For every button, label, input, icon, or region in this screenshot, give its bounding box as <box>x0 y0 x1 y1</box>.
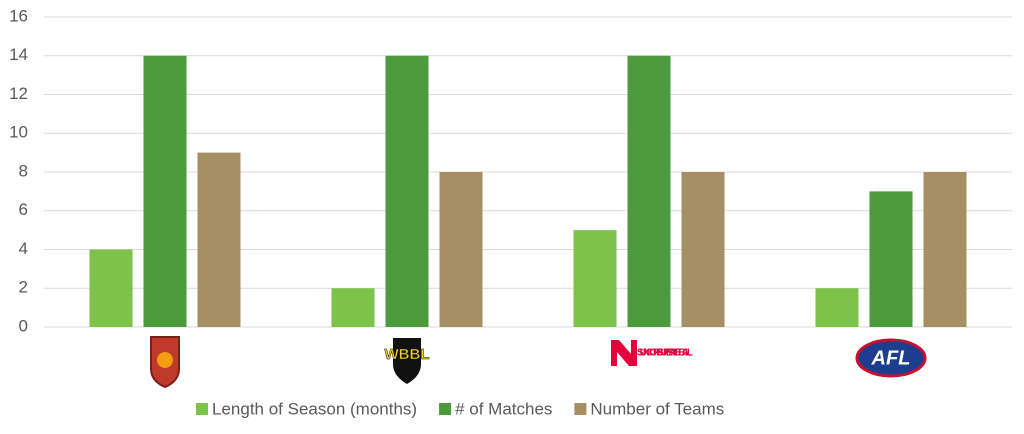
bar <box>331 288 375 327</box>
y-tick-label: 2 <box>19 278 28 297</box>
category-logo: WBBL <box>384 338 430 384</box>
legend-swatch <box>439 403 452 415</box>
logo-ball <box>157 352 173 368</box>
bar <box>385 55 429 327</box>
bar <box>923 172 967 327</box>
x-tick-label: SUNCORP SUPER NETBALL <box>637 348 693 359</box>
logo-oval <box>855 338 927 378</box>
legend-label: # of Matches <box>455 399 552 418</box>
y-tick-label: 16 <box>9 6 28 25</box>
bar <box>815 288 859 327</box>
y-tick-label: 10 <box>9 123 28 142</box>
logo-shield <box>393 338 421 384</box>
category-logo: AFL <box>855 338 927 378</box>
bar <box>439 172 483 327</box>
legend-label: Length of Season (months) <box>212 399 417 418</box>
y-tick-label: 0 <box>19 316 28 335</box>
bar <box>197 152 241 327</box>
bar <box>89 249 133 327</box>
y-tick-label: 6 <box>19 200 28 219</box>
bar <box>143 55 187 327</box>
bar <box>573 230 617 327</box>
legend-swatch <box>196 403 208 415</box>
bar <box>681 172 725 327</box>
y-tick-label: 12 <box>9 84 28 103</box>
category-logo: SUNCORP SUPER NETBALL <box>611 340 693 366</box>
legend-label: Number of Teams <box>590 399 724 418</box>
category-logo <box>150 336 180 389</box>
logo-mark <box>611 340 637 366</box>
y-tick-label: 4 <box>19 239 28 258</box>
y-tick-label: 8 <box>19 161 28 180</box>
y-tick-label: 14 <box>9 45 28 64</box>
x-tick-label: WBBL <box>385 346 430 363</box>
bar <box>869 191 913 327</box>
legend-swatch <box>574 403 587 415</box>
bar <box>627 55 671 327</box>
x-tick-label: AFL <box>871 347 911 369</box>
